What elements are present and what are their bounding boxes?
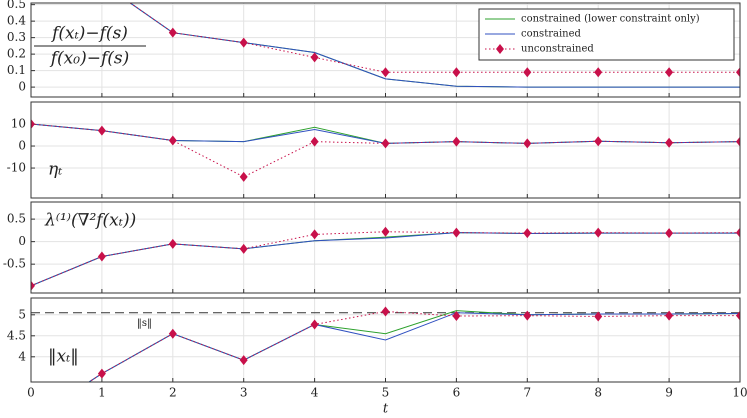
series-line: [129, 3, 740, 88]
legend-box: [478, 8, 735, 61]
marker: [452, 136, 461, 147]
y-tick-label: 0: [18, 234, 26, 248]
y-tick-label: 0.5: [7, 0, 26, 11]
marker: [310, 136, 319, 147]
marker: [239, 37, 248, 48]
marker: [31, 119, 35, 130]
x-label: t: [383, 402, 389, 417]
x-tick-label: 6: [453, 386, 461, 400]
x-tick-label: 10: [732, 386, 747, 400]
legend-marker: [496, 44, 504, 54]
marker: [594, 311, 603, 322]
marker: [310, 229, 319, 240]
marker: [594, 67, 603, 78]
series-group: [31, 226, 740, 291]
marker: [594, 227, 603, 238]
plot-frame: [30, 297, 741, 383]
marker: [239, 243, 248, 254]
marker: [381, 226, 390, 237]
y-label: f(x₀)−f(s): [49, 49, 129, 69]
x-tick-label: 0: [27, 386, 35, 400]
y-tick-label: 4: [18, 349, 26, 363]
marker: [97, 368, 106, 379]
x-tick-label: 9: [665, 386, 673, 400]
x-tick-label: 2: [169, 386, 177, 400]
marker: [168, 328, 177, 339]
marker: [239, 171, 248, 182]
plot-frame: [30, 201, 741, 294]
reference-label: ‖s‖: [137, 318, 152, 329]
legend-label: unconstrained: [521, 44, 594, 55]
x-tick-label: 1: [98, 386, 106, 400]
series-line: [88, 312, 740, 382]
x-tick-label: 8: [594, 386, 602, 400]
marker: [665, 137, 674, 148]
marker: [594, 136, 603, 147]
y-tick-label: 0: [18, 139, 26, 153]
marker: [736, 227, 740, 238]
x-tick-label: 7: [523, 386, 531, 400]
marker: [523, 138, 532, 149]
marker: [310, 319, 319, 330]
x-tick-label: 3: [240, 386, 248, 400]
marker: [736, 67, 740, 78]
y-label: f(xₜ)−f(s): [50, 24, 128, 44]
marker: [523, 67, 532, 78]
x-tick-label: 4: [311, 386, 319, 400]
series-group: [31, 119, 740, 182]
marker: [381, 67, 390, 78]
legend-label: constrained: [521, 29, 582, 40]
y-tick-label: -0.5: [3, 257, 26, 271]
y-tick-label: 0.1: [7, 63, 26, 77]
y-tick-label: 0.3: [7, 30, 26, 44]
y-tick-label: 10: [11, 117, 26, 131]
marker: [97, 125, 106, 136]
marker: [31, 280, 35, 291]
plot-frame: [30, 2, 741, 98]
marker: [168, 238, 177, 249]
y-tick-label: 0.2: [7, 47, 26, 61]
series-group: [31, 306, 740, 382]
y-label: ‖xₜ‖: [48, 347, 79, 367]
y-tick-label: 0: [18, 80, 26, 94]
marker: [97, 251, 106, 262]
series-group: [129, 3, 740, 88]
marker: [381, 306, 390, 317]
y-label: ηₜ: [48, 160, 63, 180]
marker: [665, 228, 674, 239]
plot-frame: [30, 101, 741, 199]
legend-label: constrained (lower constraint only): [521, 14, 700, 25]
x-tick-label: 5: [382, 386, 390, 400]
marker: [665, 310, 674, 321]
marker: [736, 310, 740, 321]
marker: [736, 136, 740, 147]
y-label: λ⁽¹⁾(∇²f(xₜ)): [44, 211, 136, 231]
y-tick-label: -10: [7, 161, 26, 175]
y-tick-label: 5: [18, 307, 26, 321]
y-tick-label: 0.5: [7, 212, 26, 226]
y-tick-label: 0.4: [7, 14, 26, 28]
marker: [523, 310, 532, 321]
series-line: [31, 231, 740, 287]
marker: [168, 135, 177, 146]
y-tick-label: 4.5: [7, 328, 26, 342]
marker: [310, 52, 319, 63]
marker: [452, 227, 461, 238]
marker: [665, 67, 674, 78]
marker: [168, 27, 177, 38]
marker: [239, 355, 248, 366]
marker: [381, 138, 390, 149]
marker: [452, 311, 461, 322]
marker: [523, 228, 532, 239]
marker: [452, 67, 461, 78]
